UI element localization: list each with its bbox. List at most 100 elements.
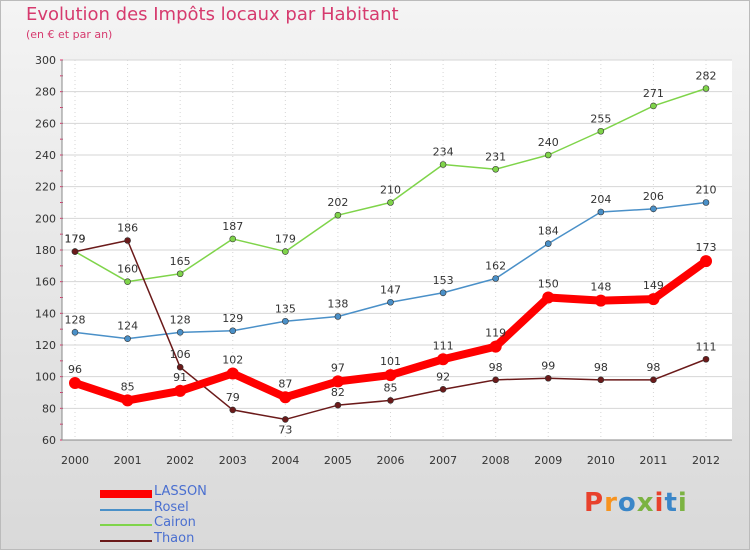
data-point [650,376,657,384]
data-label: 128 [65,313,86,326]
data-point [71,329,79,336]
legend-label: Rosel [154,499,189,515]
data-point [439,289,447,297]
data-label: 240 [538,136,559,149]
logo-letter: r [604,488,618,518]
data-label: 106 [170,348,191,361]
data-point [279,391,292,404]
data-point [124,335,131,342]
y-tick-label: 240 [35,149,56,162]
y-tick-label: 300 [35,54,56,67]
data-point [542,291,555,304]
series-rosel [71,199,710,342]
data-label: 79 [226,391,240,404]
data-point [650,102,657,110]
data-point [597,376,605,384]
data-point [544,374,552,382]
legend-swatch [100,539,152,542]
y-tick-label: 220 [35,181,56,194]
data-label: 210 [696,184,717,197]
data-label: 101 [380,355,401,368]
data-point [176,329,184,336]
data-point [594,294,607,307]
data-label: 179 [275,233,296,246]
data-point [124,278,131,285]
data-point [387,298,394,306]
data-label: 87 [278,377,292,390]
data-point [544,240,552,247]
x-tick-label: 2011 [639,454,667,467]
data-label: 98 [489,361,503,374]
logo-letter: o [617,488,637,518]
data-label: 82 [331,386,345,399]
data-label: 91 [173,371,187,384]
data-label: 179 [65,233,86,246]
data-point [176,363,184,371]
legend-label: Cairon [154,515,196,530]
data-point [492,275,499,282]
data-point [331,375,344,388]
y-tick-label: 260 [35,117,56,130]
legend-label: LASSON [154,484,207,499]
data-label: 124 [117,320,138,333]
data-label: 160 [117,263,138,276]
data-label: 173 [696,241,717,254]
data-label: 98 [646,361,660,374]
x-tick-label: 2001 [114,454,142,467]
data-label: 147 [380,283,401,296]
data-point [334,211,342,219]
data-label: 135 [275,302,296,315]
data-point [650,205,657,213]
data-label: 184 [538,225,559,238]
x-tick-label: 2005 [324,454,352,467]
data-label: 96 [68,363,82,376]
data-point [176,270,184,278]
data-point [597,127,605,135]
data-point [229,327,237,335]
x-tick-label: 2003 [219,454,247,467]
data-point [71,248,79,255]
y-tick-label: 80 [42,402,56,415]
data-label: 111 [696,340,717,353]
y-tick-label: 120 [35,339,56,352]
x-tick-label: 2000 [61,454,89,467]
data-point [282,317,289,325]
data-label: 282 [696,70,717,83]
data-label: 153 [433,274,454,287]
data-point [121,394,134,407]
data-label: 148 [590,281,611,294]
legend-swatch [100,490,152,498]
data-point [702,199,710,206]
data-label: 138 [327,298,348,311]
logo-letter: i [677,488,688,518]
data-point [229,235,237,243]
data-label: 73 [278,423,292,436]
series-thaon [71,237,710,423]
x-tick-label: 2012 [692,454,720,467]
y-tick-label: 280 [35,86,56,99]
x-tick-label: 2007 [429,454,457,467]
data-label: 150 [538,278,559,291]
data-point [229,406,237,414]
chart-title: Evolution des Impôts locaux par Habitant [26,4,399,25]
data-point [282,416,289,423]
data-label: 85 [384,381,398,394]
series-cairon [71,85,710,285]
data-label: 92 [436,370,450,383]
data-point [439,386,447,393]
x-tick-label: 2006 [377,454,405,467]
data-point [174,384,187,397]
data-point [334,401,342,409]
data-point [702,85,710,92]
data-label: 102 [222,354,243,367]
logo-letter: i [654,488,665,518]
data-label: 210 [380,184,401,197]
data-point [489,340,502,353]
data-point [387,397,394,404]
data-label: 186 [117,222,138,235]
y-tick-label: 180 [35,244,56,257]
data-point [597,208,605,216]
x-tick-label: 2010 [587,454,615,467]
data-label: 111 [433,339,454,352]
